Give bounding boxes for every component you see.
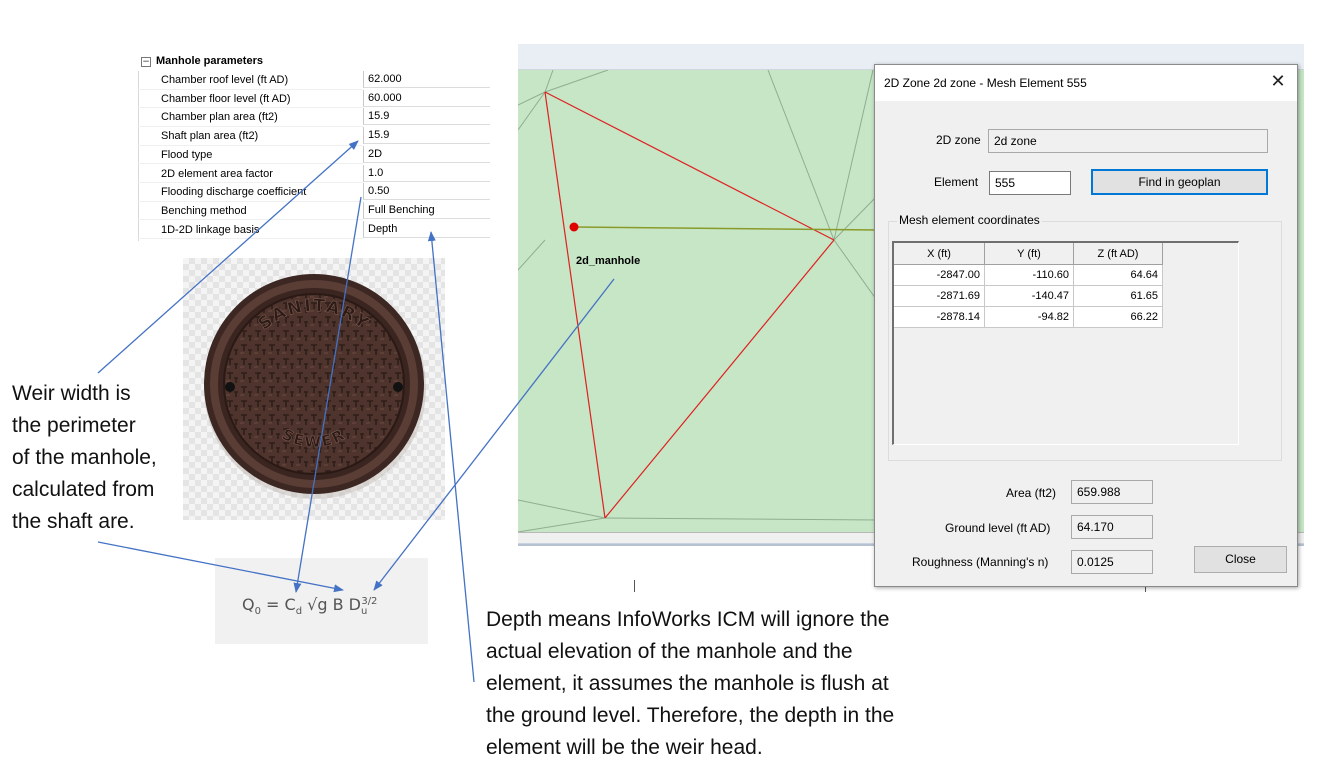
area-field: 659.988 — [1071, 480, 1153, 504]
row-divider — [138, 107, 363, 109]
collapse-icon[interactable]: − — [141, 57, 151, 67]
parameter-row[interactable]: Chamber roof level (ft AD) 62.000 — [138, 71, 490, 90]
parameter-label: Chamber floor level (ft AD) — [161, 92, 291, 105]
manhole-cover-icon: SANITARY SEWER — [204, 274, 426, 499]
parameter-row[interactable]: Benching method Full Benching — [138, 201, 490, 221]
parameter-row[interactable]: Chamber plan area (ft2) 15.9 — [138, 108, 490, 127]
element-label: Element — [934, 175, 979, 189]
roughness-label: Roughness (Manning's n) — [912, 555, 1049, 569]
mesh-coordinates-group: Mesh element coordinates — [888, 213, 1282, 461]
parameter-row[interactable]: Flooding discharge coefficient 0.50 — [138, 183, 490, 202]
row-divider — [138, 125, 363, 127]
dialog-title: 2D Zone 2d zone - Mesh Element 555 — [884, 76, 1087, 90]
coordinate-cell: 64.64 — [1073, 264, 1163, 286]
parameter-value[interactable]: Full Benching — [363, 201, 490, 219]
parameter-label: Flooding discharge coefficient — [161, 186, 307, 199]
manhole-node — [569, 222, 579, 232]
row-divider — [138, 238, 363, 240]
coordinate-cell: 61.65 — [1073, 285, 1163, 307]
ground-level-field: 64.170 — [1071, 515, 1153, 539]
parameter-value[interactable]: 0.50 — [363, 183, 490, 201]
manhole-label: 2d_manhole — [576, 255, 641, 267]
zone-label: 2D zone — [936, 133, 981, 147]
parameter-row[interactable]: 2D element area factor 1.0 — [138, 164, 490, 183]
parameter-row[interactable]: Flood type 2D — [138, 145, 490, 165]
mesh-element-555 — [544, 91, 835, 519]
parameter-label: Flood type — [161, 148, 213, 161]
manhole-parameters-title: Manhole parameters — [156, 55, 263, 67]
weir-width-note: Weir width is the perimeter of the manhole… — [12, 382, 157, 533]
coordinates-body: -2847.00 -110.60 64.64 -2871.69 -140.47 61.65… — [894, 264, 1163, 328]
parameter-value[interactable]: Depth — [363, 220, 490, 238]
column-z[interactable]: Z (ft AD) — [1073, 243, 1163, 265]
column-separator — [634, 580, 635, 592]
coordinate-cell: 66.22 — [1073, 306, 1163, 328]
parameter-label: Benching method — [161, 204, 247, 217]
mesh-element-dialog: 2D Zone 2d zone - Mesh Element 555 ✕ 2D … — [874, 64, 1298, 587]
dialog-titlebar: 2D Zone 2d zone - Mesh Element 555 ✕ — [875, 65, 1297, 101]
parameter-label: Chamber plan area (ft2) — [161, 111, 278, 124]
coordinate-cell: -2878.14 — [894, 306, 985, 328]
coordinates-row[interactable]: -2878.14 -94.82 66.22 — [894, 306, 1163, 328]
1d-2d-link — [573, 226, 879, 231]
coordinates-group-label: Mesh element coordinates — [897, 213, 1042, 227]
column-x[interactable]: X (ft) — [894, 243, 985, 265]
parameter-label: Shaft plan area (ft2) — [161, 130, 259, 143]
coordinates-header-row: X (ft) Y (ft) Z (ft AD) — [894, 243, 1163, 265]
find-in-geoplan-button[interactable]: Find in geoplan — [1091, 169, 1268, 195]
manhole-parameters-header[interactable]: − Manhole parameters — [138, 53, 490, 71]
weir-equation: Q0 = Cd √g B Du3/2 — [242, 595, 378, 618]
row-divider — [138, 88, 363, 90]
parameter-value[interactable]: 60.000 — [363, 89, 490, 107]
close-button[interactable]: Close — [1194, 546, 1287, 573]
coordinates-table[interactable]: X (ft) Y (ft) Z (ft AD) -2847.00 -110.60 6… — [892, 241, 1239, 445]
coordinate-cell: -140.47 — [984, 285, 1074, 307]
parameter-row[interactable]: 1D-2D linkage basis Depth — [138, 220, 490, 240]
parameter-row[interactable]: Chamber floor level (ft AD) 60.000 — [138, 89, 490, 109]
depth-note: Depth means InfoWorks ICM will ignore th… — [486, 608, 895, 759]
coordinate-cell: -110.60 — [984, 264, 1074, 286]
zone-field: 2d zone — [988, 129, 1268, 153]
parameter-value[interactable]: 15.9 — [363, 127, 490, 145]
weir-formula: Q0 = Cd √g B Du3/2 — [215, 558, 428, 644]
parameter-value[interactable]: 1.0 — [363, 164, 490, 182]
coordinate-cell: -2871.69 — [894, 285, 985, 307]
parameter-value[interactable]: 62.000 — [363, 71, 490, 88]
parameter-label: 1D-2D linkage basis — [161, 223, 260, 236]
area-label: Area (ft2) — [1006, 486, 1057, 500]
manhole-parameters-grid: − Manhole parameters Chamber roof level … — [138, 53, 490, 241]
column-y[interactable]: Y (ft) — [984, 243, 1074, 265]
element-field[interactable]: 555 — [989, 171, 1071, 195]
coordinates-row[interactable]: -2847.00 -110.60 64.64 — [894, 264, 1163, 286]
parameter-row[interactable]: Shaft plan area (ft2) 15.9 — [138, 127, 490, 146]
coordinate-cell: -2847.00 — [894, 264, 985, 286]
parameter-value[interactable]: 2D — [363, 145, 490, 163]
coordinates-row[interactable]: -2871.69 -140.47 61.65 — [894, 285, 1163, 307]
parameter-value[interactable]: 15.9 — [363, 108, 490, 126]
coordinate-cell: -94.82 — [984, 306, 1074, 328]
parameter-label: 2D element area factor — [161, 167, 273, 180]
manhole-cover-image: SANITARY SEWER — [183, 258, 445, 520]
close-icon[interactable]: ✕ — [1270, 71, 1286, 92]
parameter-label: Chamber roof level (ft AD) — [161, 74, 289, 86]
ground-level-label: Ground level (ft AD) — [945, 521, 1051, 535]
roughness-field: 0.0125 — [1071, 550, 1153, 574]
